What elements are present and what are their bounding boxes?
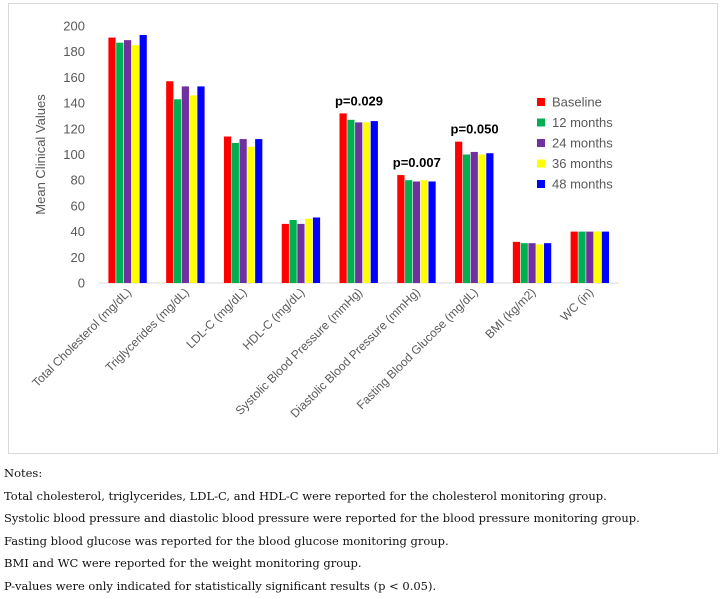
bar (173, 99, 182, 283)
bar (470, 151, 478, 283)
bar (397, 175, 405, 283)
bar (544, 243, 552, 283)
x-tick-label: Fasting Blood Glucose (mg/dL) (354, 285, 481, 412)
chart-frame: Mean Clinical Values 0 20 40 60 80 100 120 140 16… (8, 3, 718, 454)
legend-swatch (537, 159, 545, 168)
x-tick-label: WC (in) (558, 285, 597, 324)
bar (455, 141, 463, 283)
bar (166, 81, 174, 283)
bar (412, 181, 421, 283)
bar (520, 243, 528, 283)
bar (312, 217, 321, 283)
y-tick-label: 140 (63, 96, 85, 111)
p-value-annotation: p=0.029 (335, 93, 383, 108)
bar (255, 139, 263, 283)
legend-swatch (537, 180, 545, 188)
bar (586, 231, 594, 283)
bar (428, 181, 436, 283)
y-tick-label: 0 (78, 276, 85, 291)
y-tick-label: 80 (71, 173, 85, 188)
bar (139, 35, 147, 283)
bar (181, 86, 189, 284)
p-value-annotation: p=0.050 (451, 122, 499, 137)
y-tick-label: 200 (63, 19, 85, 34)
bar (189, 95, 197, 283)
x-tick-label: LDL-C (mg/dL) (184, 285, 250, 351)
bar (297, 223, 305, 283)
legend-label: 48 months (552, 177, 613, 192)
y-tick-label: 120 (63, 121, 85, 136)
y-tick-label: 40 (71, 224, 85, 239)
legend-label: 12 months (552, 115, 613, 130)
bar (281, 223, 289, 283)
bar (594, 231, 602, 283)
notes: Notes: Total cholesterol, triglycerides,… (4, 462, 719, 597)
bar (108, 37, 116, 284)
bar (578, 231, 586, 283)
y-tick-label: 160 (63, 70, 85, 85)
y-tick-label: 100 (63, 147, 85, 162)
bar (462, 154, 471, 283)
note-line: Fasting blood glucose was reported for t… (4, 533, 449, 548)
legend-label: 24 months (552, 136, 613, 151)
note-line: Systolic blood pressure and diastolic bl… (4, 511, 640, 525)
y-tick-label: 180 (63, 44, 85, 59)
bar (355, 122, 363, 284)
bar (116, 42, 124, 284)
notes-heading: Notes: (4, 466, 43, 480)
bar (223, 136, 232, 283)
bar (486, 153, 494, 283)
y-tick-label: 60 (71, 198, 85, 213)
bar (405, 180, 413, 283)
y-tick-label: 20 (71, 250, 85, 265)
legend-swatch (537, 98, 545, 106)
bar (370, 121, 378, 283)
y-axis-label: Mean Clinical Values (33, 94, 48, 215)
bar (601, 231, 610, 283)
bar (131, 45, 139, 283)
bar (123, 40, 132, 283)
bar (536, 244, 544, 283)
x-tick-label: Systolic Blood Pressure (mmHg) (233, 285, 366, 418)
bar (528, 243, 536, 283)
bar (420, 180, 428, 283)
bar (570, 231, 578, 283)
bar (512, 241, 521, 283)
bar (239, 139, 247, 283)
bar (231, 142, 239, 283)
bar (478, 154, 486, 283)
note-line: BMI and WC were reported for the weight … (4, 556, 362, 570)
bar-chart: Mean Clinical Values 0 20 40 60 80 100 120 140 16… (29, 19, 619, 421)
bar (289, 220, 297, 283)
note-line: P-values were only indicated for statist… (4, 578, 437, 593)
bar (305, 218, 313, 283)
legend-swatch (537, 139, 545, 147)
note-line: Total cholesterol, triglycerides, LDL-C,… (4, 488, 607, 503)
legend-swatch (537, 118, 545, 127)
x-tick-label: Total Cholesterol (mg/dL) (29, 285, 134, 390)
legend-label: Baseline (552, 95, 602, 110)
legend-label: 36 months (552, 156, 613, 171)
bar (247, 146, 255, 283)
bar (347, 119, 355, 283)
p-value-annotation: p=0.007 (393, 155, 441, 170)
bar (362, 122, 371, 284)
x-tick-label: BMI (kg/m2) (482, 285, 538, 341)
bar (339, 113, 347, 283)
bar (197, 86, 205, 284)
